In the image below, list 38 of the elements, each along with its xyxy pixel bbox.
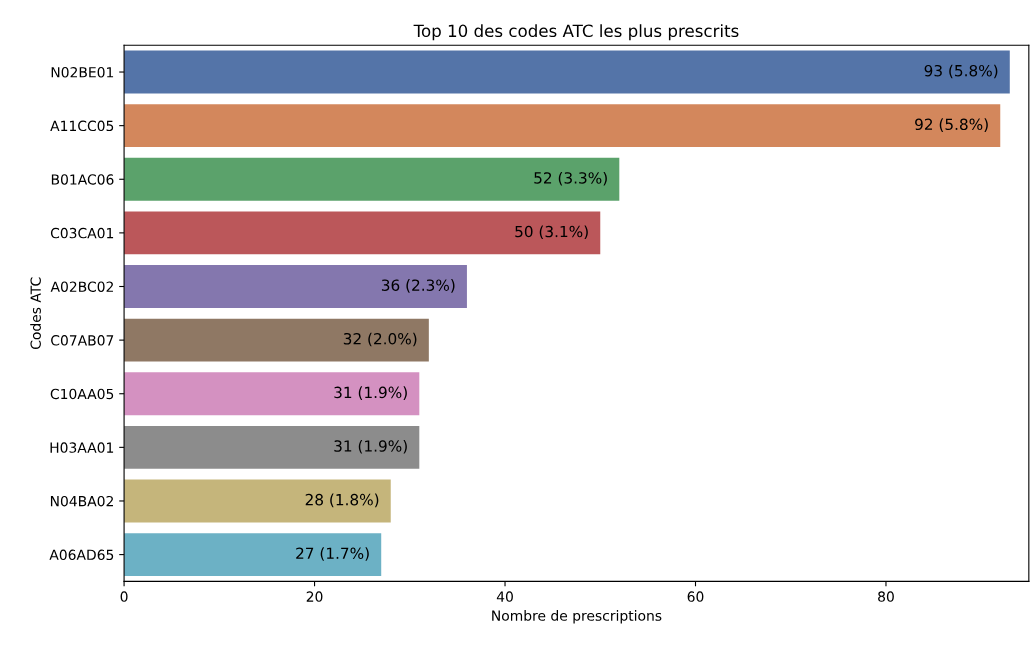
x-tick-label: 60 (687, 591, 704, 602)
bar (124, 318, 429, 362)
data-label: 32 (2.0%) (343, 332, 417, 347)
bar (124, 211, 601, 255)
data-label: 31 (1.9%) (334, 439, 407, 454)
bar (124, 157, 620, 201)
data-label: 92 (5.8%) (915, 118, 988, 132)
bar (124, 104, 1001, 148)
bar (124, 479, 391, 523)
y-tick-label: A11CC05 (50, 120, 114, 132)
x-axis-title: Nombre de prescriptions (492, 610, 662, 624)
data-label: 93 (5.8%) (924, 64, 998, 79)
y-tick-label: H03AA01 (50, 442, 114, 453)
x-tick-label: 20 (306, 591, 323, 602)
data-label: 28 (1.8%) (305, 493, 379, 508)
bar (124, 50, 1010, 94)
bar (124, 372, 420, 416)
chart-title: Top 10 des codes ATC les plus prescrits (413, 24, 739, 41)
x-tick-label: 80 (878, 591, 894, 602)
data-label: 27 (1.7%) (296, 547, 369, 561)
y-tick-label: N04BA02 (50, 495, 113, 507)
bar (124, 265, 467, 308)
y-tick-label: A02BC02 (50, 281, 113, 292)
y-axis-title: Codes ATC (30, 277, 41, 350)
data-label: 52 (3.3%) (534, 171, 607, 186)
data-label: 36 (2.3%) (381, 279, 455, 293)
bar (124, 425, 420, 469)
x-tick-label: 0 (120, 591, 128, 602)
bar (124, 533, 382, 577)
y-tick-label: C10AA05 (50, 388, 114, 400)
data-label: 50 (3.1%) (515, 225, 588, 240)
y-tick-label: N02BE01 (51, 67, 114, 78)
y-tick-label: C07AB07 (51, 335, 114, 346)
y-tick-label: B01AC06 (51, 174, 114, 185)
y-tick-label: A06AD65 (49, 549, 114, 561)
y-tick-label: C03CA01 (50, 227, 114, 239)
x-tick-label: 40 (496, 591, 513, 602)
data-label: 31 (1.9%) (334, 386, 407, 400)
